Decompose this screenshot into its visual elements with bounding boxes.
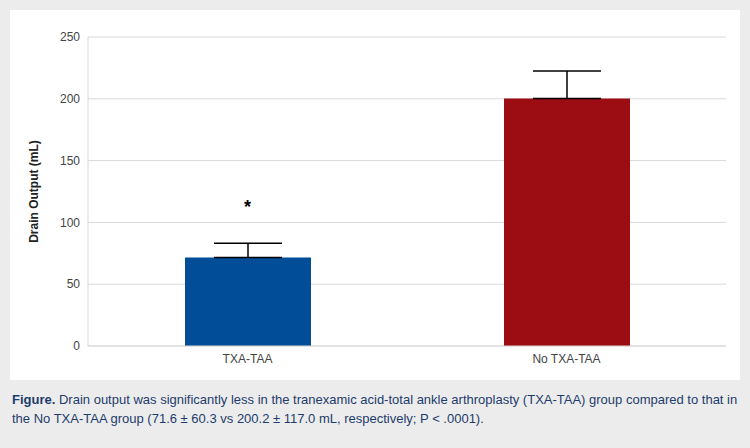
svg-text:100: 100 [60, 216, 80, 230]
html-text:Figure. Drain output was signi: Figure. Drain output was significantly l… [12, 392, 738, 426]
svg-text:150: 150 [60, 154, 80, 168]
svg-text:*: * [244, 197, 251, 217]
svg-text:Drain Output (mL): Drain Output (mL) [27, 140, 41, 243]
svg-text:250: 250 [60, 30, 80, 44]
svg-text:No TXA-TAA: No TXA-TAA [532, 352, 600, 366]
svg-text:200: 200 [60, 92, 80, 106]
svg-text:TXA-TAA: TXA-TAA [223, 352, 273, 366]
svg-text:50: 50 [67, 277, 81, 291]
svg-text:0: 0 [73, 339, 80, 353]
